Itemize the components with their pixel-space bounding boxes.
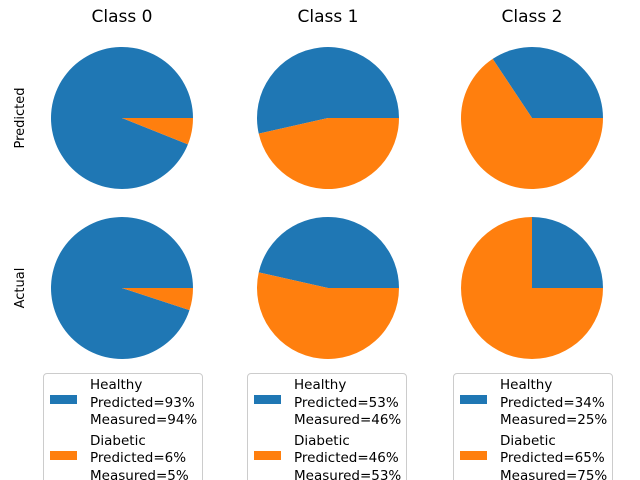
legend-class-1: Healthy Predicted=53% Measured=46% Diabe… xyxy=(247,373,407,480)
pie-slice-diabetic xyxy=(258,118,399,190)
pie-slice-diabetic xyxy=(461,58,603,190)
row-label-actual: Actual xyxy=(13,267,28,309)
pie-slice-diabetic xyxy=(257,272,399,359)
legend-series-name: Healthy xyxy=(500,377,553,393)
legend-predicted-value: Predicted=6% xyxy=(90,450,187,466)
legend-predicted-value: Predicted=46% xyxy=(294,450,399,466)
legend-series-name: Healthy xyxy=(294,377,347,393)
legend-entry-healthy: Healthy Predicted=34% Measured=25% xyxy=(460,377,608,430)
pie-actual-class-1 xyxy=(257,216,399,359)
pie-predicted-class-1 xyxy=(257,47,399,190)
pie-slice-healthy xyxy=(50,46,193,189)
legend-predicted-value: Predicted=93% xyxy=(90,394,195,411)
legend-class-2: Healthy Predicted=34% Measured=25% Diabe… xyxy=(453,373,613,480)
pie-slice-healthy xyxy=(257,47,399,134)
legend-measured-value: Measured=46% xyxy=(294,412,402,428)
legend-entry-diabetic: Diabetic Predicted=46% Measured=53% xyxy=(254,432,402,480)
column-title-class-2: Class 2 xyxy=(501,7,563,27)
healthy-color-swatch xyxy=(50,395,77,404)
pie-slice-healthy xyxy=(50,217,193,360)
pie-actual-class-2 xyxy=(461,217,603,359)
legend-measured-value: Measured=75% xyxy=(500,467,608,480)
diabetic-color-swatch xyxy=(50,450,77,460)
healthy-color-swatch xyxy=(460,395,487,404)
legend-predicted-value: Predicted=53% xyxy=(294,394,399,411)
row-label-predicted: Predicted xyxy=(13,87,28,149)
legend-predicted-value: Predicted=65% xyxy=(500,450,605,466)
legend-measured-value: Measured=94% xyxy=(90,412,198,428)
legend-series-name: Diabetic xyxy=(500,432,556,449)
pie-predicted-class-2 xyxy=(461,47,603,190)
pie-slice-diabetic xyxy=(122,288,194,311)
column-title-class-0: Class 0 xyxy=(91,7,153,27)
legend-series-name: Diabetic xyxy=(294,432,350,449)
diabetic-color-swatch xyxy=(460,450,487,460)
pie-actual-class-0 xyxy=(50,217,194,360)
legend-measured-value: Measured=5% xyxy=(90,467,189,480)
pie-slice-healthy xyxy=(492,47,603,118)
healthy-color-swatch xyxy=(254,395,281,404)
legend-series-name: Healthy xyxy=(90,377,143,393)
legend-predicted-value: Predicted=34% xyxy=(500,394,605,411)
legend-measured-value: Measured=25% xyxy=(500,412,608,428)
pie-predicted-class-0 xyxy=(50,46,193,189)
pie-slice-diabetic xyxy=(122,118,193,145)
column-title-class-1: Class 1 xyxy=(297,7,359,27)
pie-slice-healthy xyxy=(258,216,399,288)
legend-class-0: Healthy Predicted=93% Measured=94% Diabe… xyxy=(43,373,203,480)
legend-measured-value: Measured=53% xyxy=(294,467,402,480)
legend-series-name: Diabetic xyxy=(90,432,146,449)
legend-entry-diabetic: Diabetic Predicted=65% Measured=75% xyxy=(460,432,608,480)
pie-slice-diabetic xyxy=(461,217,603,359)
diabetic-color-swatch xyxy=(254,450,281,460)
pie-slice-healthy xyxy=(532,217,603,288)
legend-entry-healthy: Healthy Predicted=53% Measured=46% xyxy=(254,377,402,430)
legend-entry-diabetic: Diabetic Predicted=6% Measured=5% xyxy=(50,433,196,480)
legend-entry-healthy: Healthy Predicted=93% Measured=94% xyxy=(50,377,198,430)
